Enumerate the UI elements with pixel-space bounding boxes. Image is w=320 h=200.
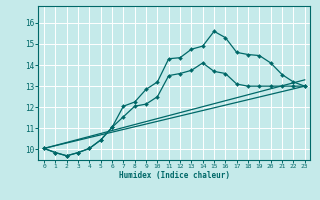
X-axis label: Humidex (Indice chaleur): Humidex (Indice chaleur) [119, 171, 230, 180]
